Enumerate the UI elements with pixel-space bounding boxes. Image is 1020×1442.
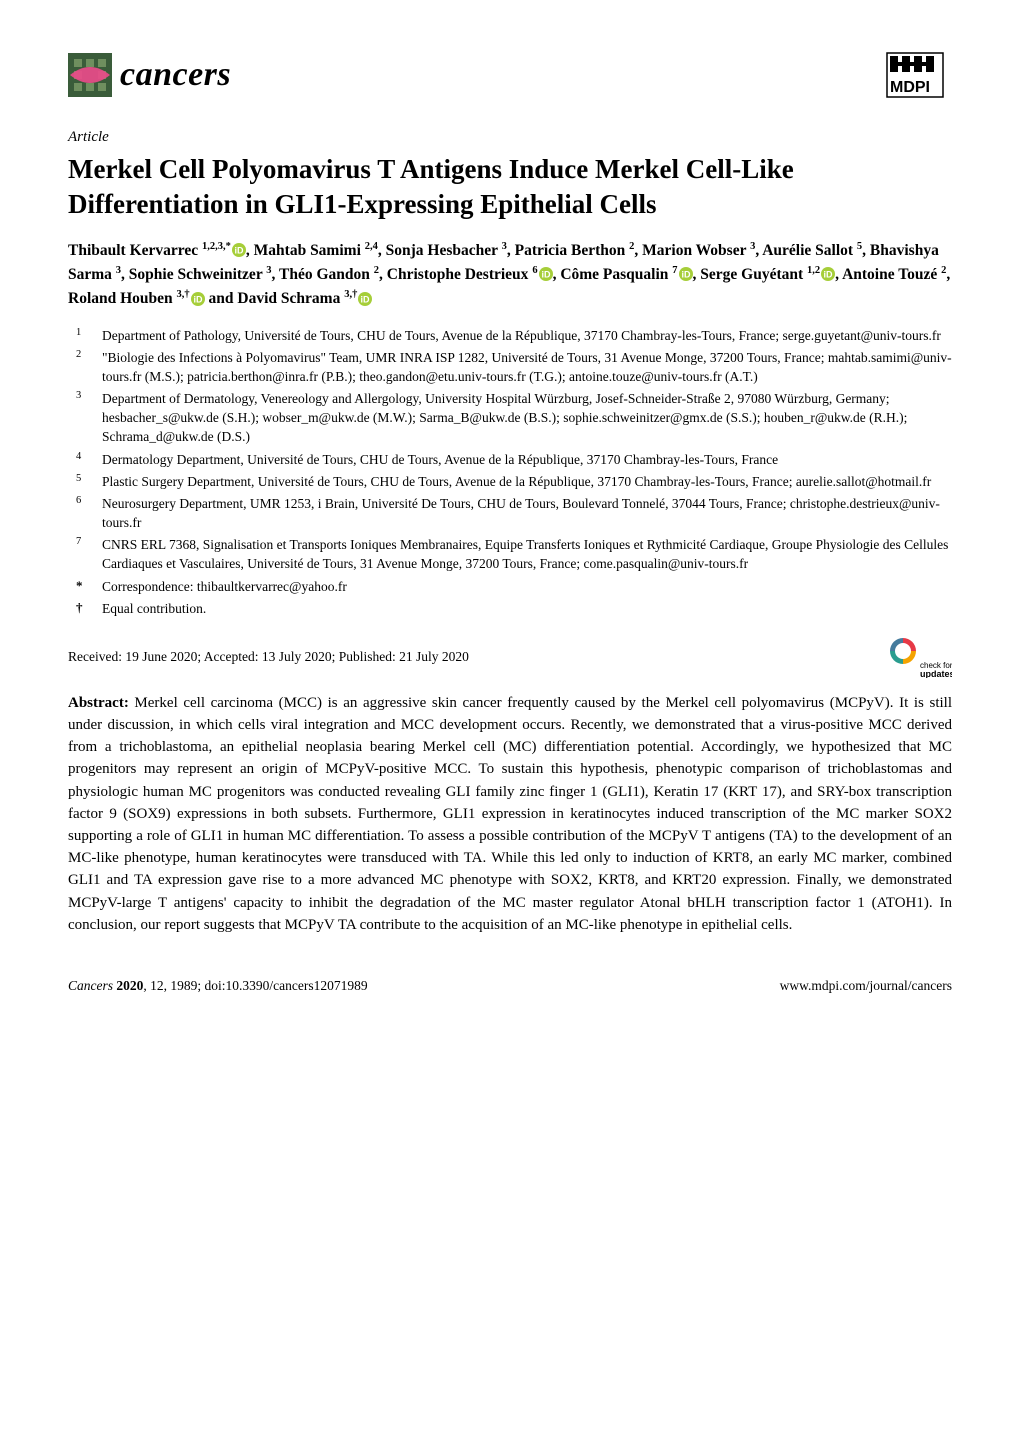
footer-journal-italic: Cancers bbox=[68, 978, 116, 993]
footer-citation: Cancers 2020, 12, 1989; doi:10.3390/canc… bbox=[68, 976, 368, 996]
abstract-label: Abstract: bbox=[68, 695, 129, 711]
note-symbol: * bbox=[76, 577, 83, 595]
orcid-icon: iD bbox=[232, 243, 246, 257]
author-note: *Correspondence: thibaultkervarrec@yahoo… bbox=[102, 577, 952, 596]
orcid-icon: iD bbox=[358, 292, 372, 306]
svg-text:iD: iD bbox=[681, 270, 691, 280]
svg-text:iD: iD bbox=[541, 270, 551, 280]
page-header: cancers MDPI bbox=[68, 50, 952, 99]
authors-line: Thibault Kervarrec 1,2,3,*iD, Mahtab Sam… bbox=[68, 239, 952, 312]
footer-rest: , 12, 1989; doi:10.3390/cancers12071989 bbox=[143, 978, 367, 993]
author-note: †Equal contribution. bbox=[102, 599, 952, 618]
svg-text:iD: iD bbox=[234, 246, 244, 256]
dates-row: Received: 19 June 2020; Accepted: 13 Jul… bbox=[68, 636, 952, 678]
orcid-icon: iD bbox=[539, 267, 553, 281]
cancers-logo-icon bbox=[68, 53, 112, 97]
journal-logo-block: cancers bbox=[68, 50, 231, 99]
affiliation-item: 3Department of Dermatology, Venereology … bbox=[102, 389, 952, 446]
affiliation-number: 7 bbox=[76, 535, 81, 550]
footer-year: 2020 bbox=[116, 978, 143, 993]
mdpi-logo: MDPI bbox=[886, 52, 952, 98]
svg-text:updates: updates bbox=[920, 669, 952, 678]
svg-text:iD: iD bbox=[361, 294, 371, 304]
journal-name: cancers bbox=[120, 50, 231, 99]
page-footer: Cancers 2020, 12, 1989; doi:10.3390/canc… bbox=[68, 976, 952, 996]
svg-text:MDPI: MDPI bbox=[890, 79, 930, 96]
footer-url[interactable]: www.mdpi.com/journal/cancers bbox=[780, 976, 952, 996]
affiliation-number: 5 bbox=[76, 472, 81, 487]
affiliation-number: 4 bbox=[76, 450, 81, 465]
abstract: Abstract: Merkel cell carcinoma (MCC) is… bbox=[68, 692, 952, 936]
affiliation-item: 1Department of Pathology, Université de … bbox=[102, 326, 952, 345]
article-title: Merkel Cell Polyomavirus T Antigens Indu… bbox=[68, 152, 952, 221]
svg-text:iD: iD bbox=[193, 294, 203, 304]
affiliation-item: 6Neurosurgery Department, UMR 1253, i Br… bbox=[102, 494, 952, 532]
svg-text:iD: iD bbox=[824, 270, 834, 280]
affiliation-item: 4Dermatology Department, Université de T… bbox=[102, 450, 952, 469]
dates-text: Received: 19 June 2020; Accepted: 13 Jul… bbox=[68, 647, 469, 667]
affiliation-number: 1 bbox=[76, 326, 81, 341]
abstract-body: Merkel cell carcinoma (MCC) is an aggres… bbox=[68, 695, 952, 933]
orcid-icon: iD bbox=[821, 267, 835, 281]
affiliation-number: 2 bbox=[76, 348, 81, 363]
affiliation-item: 7CNRS ERL 7368, Signalisation et Transpo… bbox=[102, 535, 952, 573]
affiliation-number: 3 bbox=[76, 389, 81, 404]
affiliation-item: 2"Biologie des Infections à Polyomavirus… bbox=[102, 348, 952, 386]
orcid-icon: iD bbox=[191, 292, 205, 306]
check-for-updates-badge[interactable]: check for updates bbox=[880, 636, 952, 678]
affiliation-item: 5Plastic Surgery Department, Université … bbox=[102, 472, 952, 491]
orcid-icon: iD bbox=[679, 267, 693, 281]
affiliation-number: 6 bbox=[76, 494, 81, 509]
note-symbol: † bbox=[76, 599, 83, 617]
article-type: Article bbox=[68, 127, 952, 149]
affiliations-list: 1Department of Pathology, Université de … bbox=[68, 326, 952, 618]
